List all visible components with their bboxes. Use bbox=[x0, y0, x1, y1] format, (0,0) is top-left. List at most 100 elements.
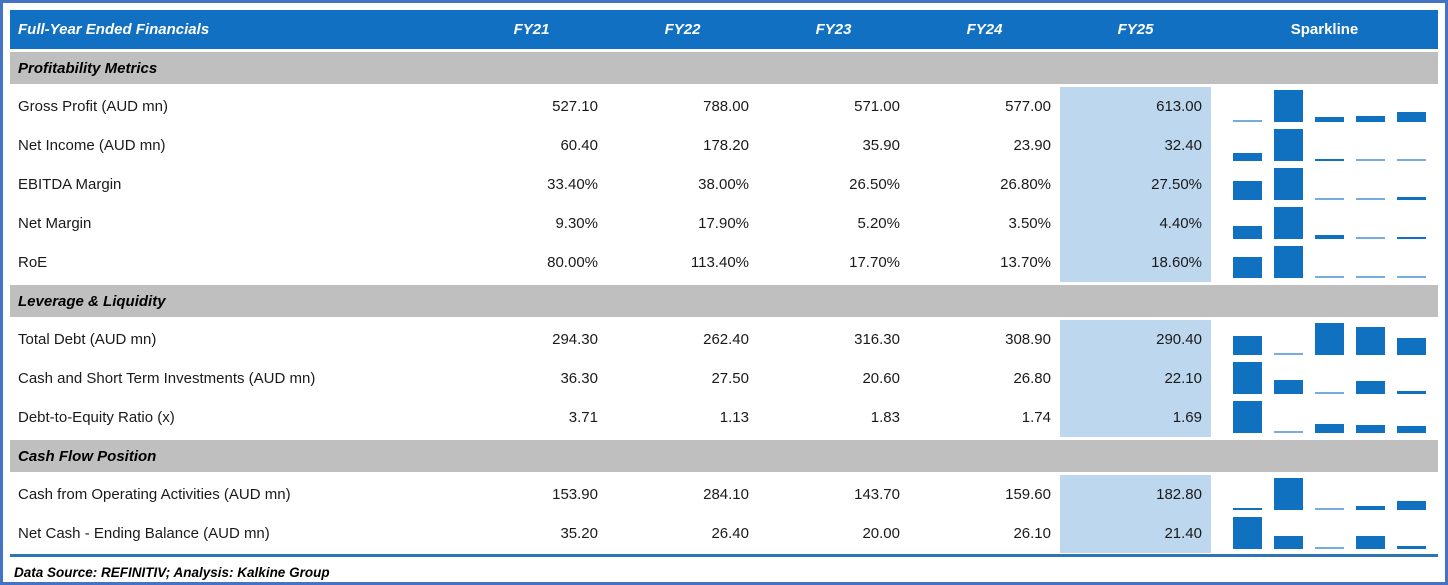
table-row: RoE 80.00% 113.40% 17.70% 13.70% 18.60% bbox=[10, 243, 1438, 282]
sparkline-bar bbox=[1274, 168, 1303, 200]
sparkline-bar bbox=[1233, 507, 1262, 510]
value-cell-fy25: 182.80 bbox=[1060, 475, 1211, 514]
value-cell-fy24: 26.10 bbox=[1013, 525, 1051, 542]
value-cell-fy21: 9.30% bbox=[555, 215, 598, 232]
sparkline-bar bbox=[1233, 180, 1262, 200]
column-header-fy25: FY25 bbox=[1117, 21, 1154, 38]
value-cell-fy21: 153.90 bbox=[552, 486, 598, 503]
sparkline-bar bbox=[1233, 362, 1262, 394]
section-label: Cash Flow Position bbox=[18, 447, 157, 465]
column-header-fy23: FY23 bbox=[815, 21, 852, 38]
column-header-sparkline: Sparkline bbox=[1290, 21, 1359, 38]
row-label: Cash from Operating Activities (AUD mn) bbox=[18, 486, 291, 503]
sparkline-bar bbox=[1356, 159, 1385, 161]
table-row: Net Margin 9.30% 17.90% 5.20% 3.50% 4.40% bbox=[10, 204, 1438, 243]
value-cell-fy21: 35.20 bbox=[560, 525, 598, 542]
row-label: Net Margin bbox=[18, 215, 92, 232]
value-cell-fy23: 5.20% bbox=[857, 215, 900, 232]
table-row: Net Cash - Ending Balance (AUD mn) 35.20 2… bbox=[10, 514, 1438, 553]
value-cell-fy23: 571.00 bbox=[854, 98, 900, 115]
value-cell-fy22: 284.10 bbox=[703, 486, 749, 503]
value-cell-fy22: 788.00 bbox=[703, 98, 749, 115]
value-cell-fy24: 26.80 bbox=[1013, 370, 1051, 387]
value-cell-fy24: 308.90 bbox=[1005, 331, 1051, 348]
sparkline-bar bbox=[1233, 336, 1262, 355]
sparkline-bar bbox=[1274, 535, 1303, 549]
value-cell-fy22: 17.90% bbox=[698, 215, 749, 232]
value-cell-fy25: 22.10 bbox=[1060, 359, 1211, 398]
sparkline-bar bbox=[1315, 323, 1344, 355]
sparkline-bar bbox=[1397, 237, 1426, 239]
sparkline bbox=[1211, 514, 1438, 553]
value-cell-fy21: 527.10 bbox=[552, 98, 598, 115]
sparkline-bar bbox=[1315, 198, 1344, 200]
row-label: EBITDA Margin bbox=[18, 176, 122, 193]
table-bottom-rule bbox=[10, 554, 1438, 557]
row-label: Net Cash - Ending Balance (AUD mn) bbox=[18, 525, 270, 542]
sparkline-bar bbox=[1356, 536, 1385, 549]
sparkline-bar bbox=[1315, 116, 1344, 122]
sparkline-bar bbox=[1274, 246, 1303, 278]
sparkline-bar bbox=[1233, 226, 1262, 239]
sparkline-bar bbox=[1233, 120, 1262, 122]
data-source-note: Data Source: REFINITIV; Analysis: Kalkin… bbox=[14, 565, 330, 580]
column-header-fy21: FY21 bbox=[513, 21, 550, 38]
value-cell-fy21: 3.71 bbox=[568, 409, 598, 426]
value-cell-fy25: 613.00 bbox=[1060, 87, 1211, 126]
value-cell-fy25: 290.40 bbox=[1060, 320, 1211, 359]
sparkline-bar bbox=[1356, 198, 1385, 200]
value-cell-fy23: 17.70% bbox=[849, 254, 900, 271]
sparkline-bar bbox=[1274, 90, 1303, 122]
sparkline-bar bbox=[1274, 129, 1303, 161]
value-cell-fy22: 38.00% bbox=[698, 176, 749, 193]
table-row: Total Debt (AUD mn) 294.30 262.40 316.30 308… bbox=[10, 320, 1438, 359]
sparkline bbox=[1211, 359, 1438, 398]
value-cell-fy22: 26.40 bbox=[711, 525, 749, 542]
value-cell-fy23: 26.50% bbox=[849, 176, 900, 193]
row-label: Cash and Short Term Investments (AUD mn) bbox=[18, 370, 316, 387]
value-cell-fy23: 20.00 bbox=[862, 525, 900, 542]
value-cell-fy23: 35.90 bbox=[862, 137, 900, 154]
table-header-row: Full-Year Ended Financials FY21 FY22 FY2… bbox=[10, 10, 1438, 49]
section-label: Profitability Metrics bbox=[18, 59, 158, 77]
row-label: RoE bbox=[18, 254, 48, 271]
value-cell-fy25: 1.69 bbox=[1060, 398, 1211, 437]
row-label: Debt-to-Equity Ratio (x) bbox=[18, 409, 175, 426]
sparkline-bar bbox=[1397, 546, 1426, 549]
column-header-fy22: FY22 bbox=[664, 21, 701, 38]
section-header: Leverage & Liquidity bbox=[10, 285, 1438, 317]
row-label: Gross Profit (AUD mn) bbox=[18, 98, 169, 115]
value-cell-fy25: 21.40 bbox=[1060, 514, 1211, 553]
table-row: Net Income (AUD mn) 60.40 178.20 35.90 23.90… bbox=[10, 126, 1438, 165]
sparkline bbox=[1211, 165, 1438, 204]
sparkline-bar bbox=[1397, 338, 1426, 355]
value-cell-fy25: 18.60% bbox=[1060, 243, 1211, 282]
value-cell-fy22: 178.20 bbox=[703, 137, 749, 154]
sparkline-bar bbox=[1356, 115, 1385, 122]
value-cell-fy21: 36.30 bbox=[560, 370, 598, 387]
table-row: EBITDA Margin 33.40% 38.00% 26.50% 26.80% 27.… bbox=[10, 165, 1438, 204]
value-cell-fy24: 577.00 bbox=[1005, 98, 1051, 115]
sparkline-bar bbox=[1356, 327, 1385, 355]
value-cell-fy24: 26.80% bbox=[1000, 176, 1051, 193]
table-row: Debt-to-Equity Ratio (x) 3.71 1.13 1.83 1.74… bbox=[10, 398, 1438, 437]
sparkline-bar bbox=[1356, 237, 1385, 239]
sparkline-bar bbox=[1233, 517, 1262, 549]
column-header-fy24: FY24 bbox=[966, 21, 1003, 38]
table-title: Full-Year Ended Financials bbox=[18, 21, 210, 38]
section-header: Profitability Metrics bbox=[10, 52, 1438, 84]
sparkline-bar bbox=[1356, 506, 1385, 510]
sparkline bbox=[1211, 475, 1438, 514]
sparkline-bar bbox=[1315, 158, 1344, 161]
value-cell-fy21: 294.30 bbox=[552, 331, 598, 348]
sparkline-bar bbox=[1274, 353, 1303, 355]
sparkline bbox=[1211, 320, 1438, 359]
value-cell-fy24: 1.74 bbox=[1021, 409, 1051, 426]
value-cell-fy21: 33.40% bbox=[547, 176, 598, 193]
sparkline-bar bbox=[1397, 197, 1426, 200]
sparkline-bar bbox=[1397, 426, 1426, 433]
sparkline-bar bbox=[1397, 501, 1426, 510]
value-cell-fy23: 1.83 bbox=[870, 409, 900, 426]
sparkline-bar bbox=[1274, 431, 1303, 433]
value-cell-fy22: 262.40 bbox=[703, 331, 749, 348]
